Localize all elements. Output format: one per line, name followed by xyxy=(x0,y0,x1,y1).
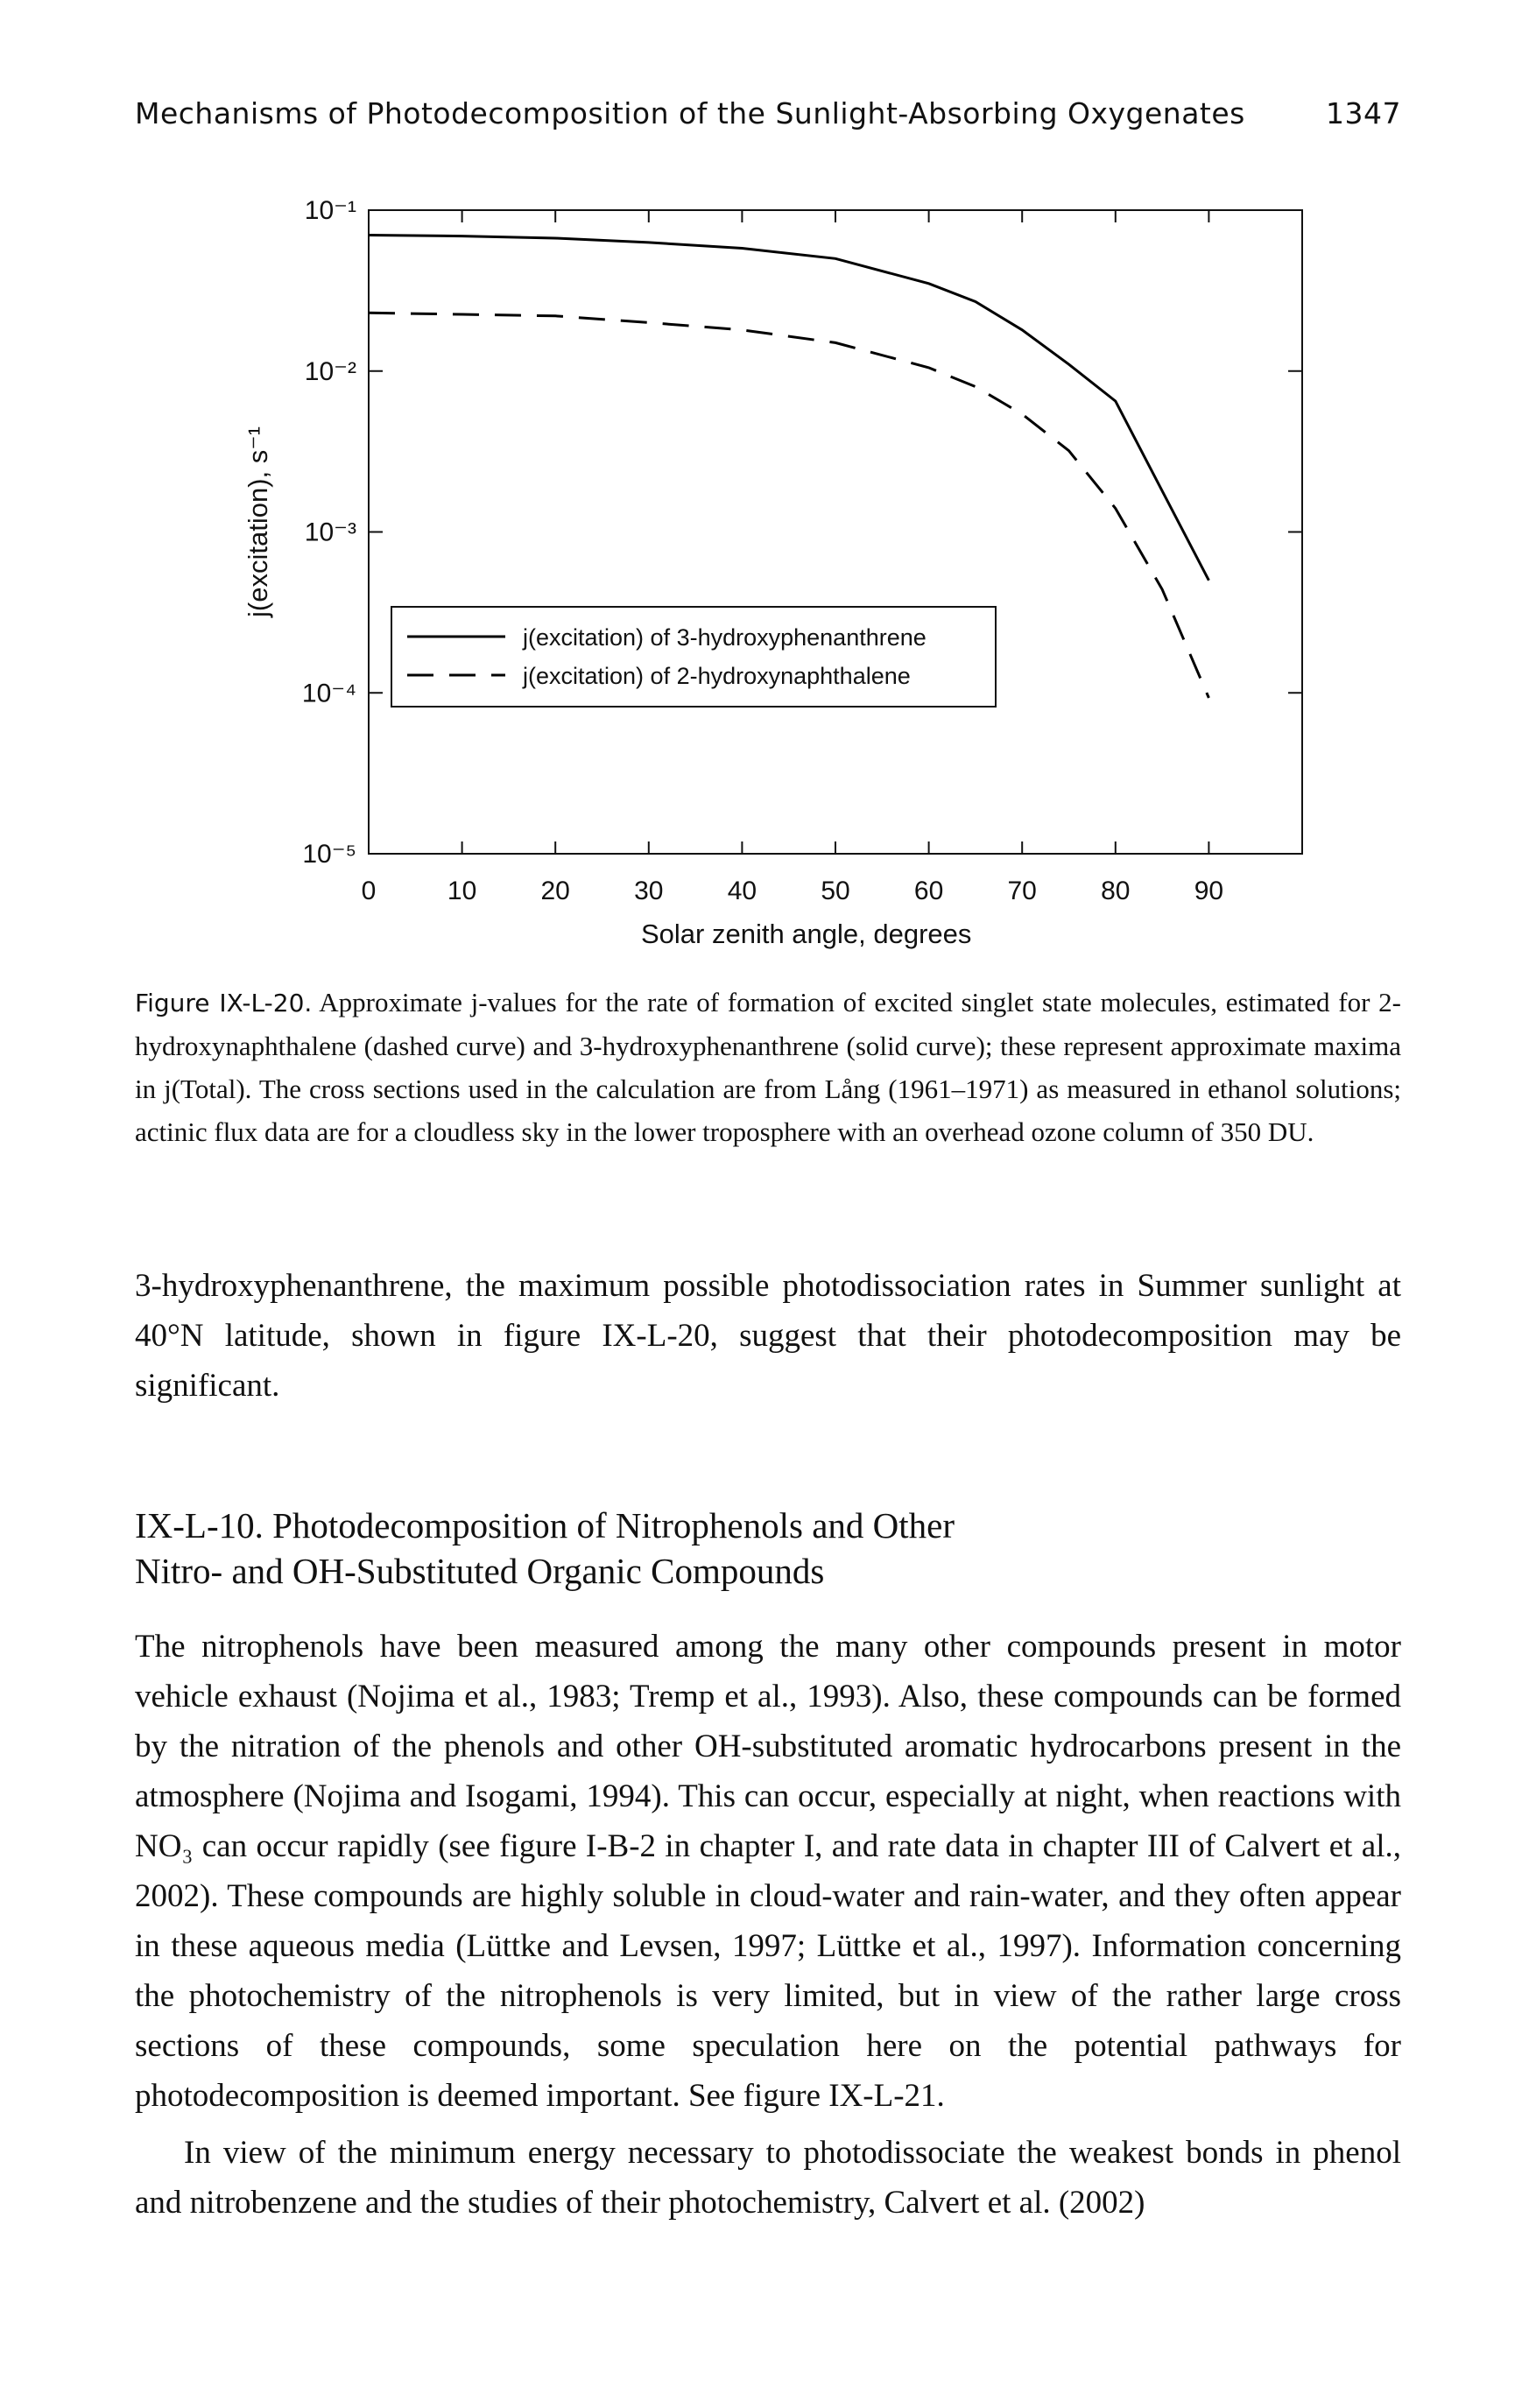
section-body: The nitrophenols have been measured amon… xyxy=(135,1622,1401,2228)
data-line xyxy=(368,234,1210,581)
plot-frame xyxy=(368,209,1303,855)
paragraph: In view of the minimum energy necessary … xyxy=(135,2135,1401,2221)
y-tick-label: 10⁻⁴ xyxy=(302,679,356,708)
section-heading: IX-L-10. Photodecomposition of Nitrophen… xyxy=(135,1503,955,1594)
running-header: Mechanisms of Photodecomposition of the … xyxy=(135,96,1401,130)
chart: 10⁻¹ 10⁻² 10⁻³ 10⁻⁴ 10⁻⁵0 10 20 30 40 50 60 70 80 90 S… xyxy=(243,196,1303,949)
x-tick-label: 30 xyxy=(634,877,663,905)
caption-label: Figure IX-L-20. xyxy=(135,989,313,1017)
paragraph: The nitrophenols have been measured amon… xyxy=(135,1629,1401,2114)
x-tick-label: 80 xyxy=(1101,877,1130,905)
x-tick-label: 0 xyxy=(362,877,377,905)
x-tick-label: 40 xyxy=(728,877,757,905)
page-number: 1347 xyxy=(1326,96,1401,130)
legend-label: j(excitation) of 2-hydroxynaphthalene xyxy=(522,663,911,689)
x-tick-label: 70 xyxy=(1008,877,1037,905)
x-tick-label: 10 xyxy=(447,877,476,905)
running-title: Mechanisms of Photodecomposition of the … xyxy=(135,96,1245,130)
x-axis-label: Solar zenith angle, degrees xyxy=(641,919,971,949)
paragraph: 3-hydroxyphenanthrene, the maximum possi… xyxy=(135,1268,1401,1404)
legend-label: j(excitation) of 3-hydroxyphenanthrene xyxy=(522,624,927,651)
x-tick-label: 90 xyxy=(1194,877,1223,905)
caption-text: Approximate j-values for the rate of for… xyxy=(135,987,1401,1147)
y-tick-label: 10⁻¹ xyxy=(305,196,356,225)
y-tick-label: 10⁻³ xyxy=(305,518,356,547)
y-axis-label: j(excitation), s⁻¹ xyxy=(243,426,273,618)
y-tick-label: 10⁻² xyxy=(305,357,356,386)
legend-box xyxy=(391,606,997,708)
heading-line: Nitro- and OH-Substituted Organic Compou… xyxy=(135,1551,825,1591)
x-tick-label: 50 xyxy=(821,877,849,905)
x-tick-label: 20 xyxy=(541,877,570,905)
heading-line: IX-L-10. Photodecomposition of Nitrophen… xyxy=(135,1505,955,1545)
data-line xyxy=(368,311,1210,699)
figure-caption: Figure IX-L-20. Approximate j-values for … xyxy=(135,981,1401,1153)
y-tick-label: 10⁻⁵ xyxy=(302,840,356,869)
x-tick-label: 60 xyxy=(914,877,943,905)
body-text: 3-hydroxyphenanthrene, the maximum possi… xyxy=(135,1261,1401,1411)
